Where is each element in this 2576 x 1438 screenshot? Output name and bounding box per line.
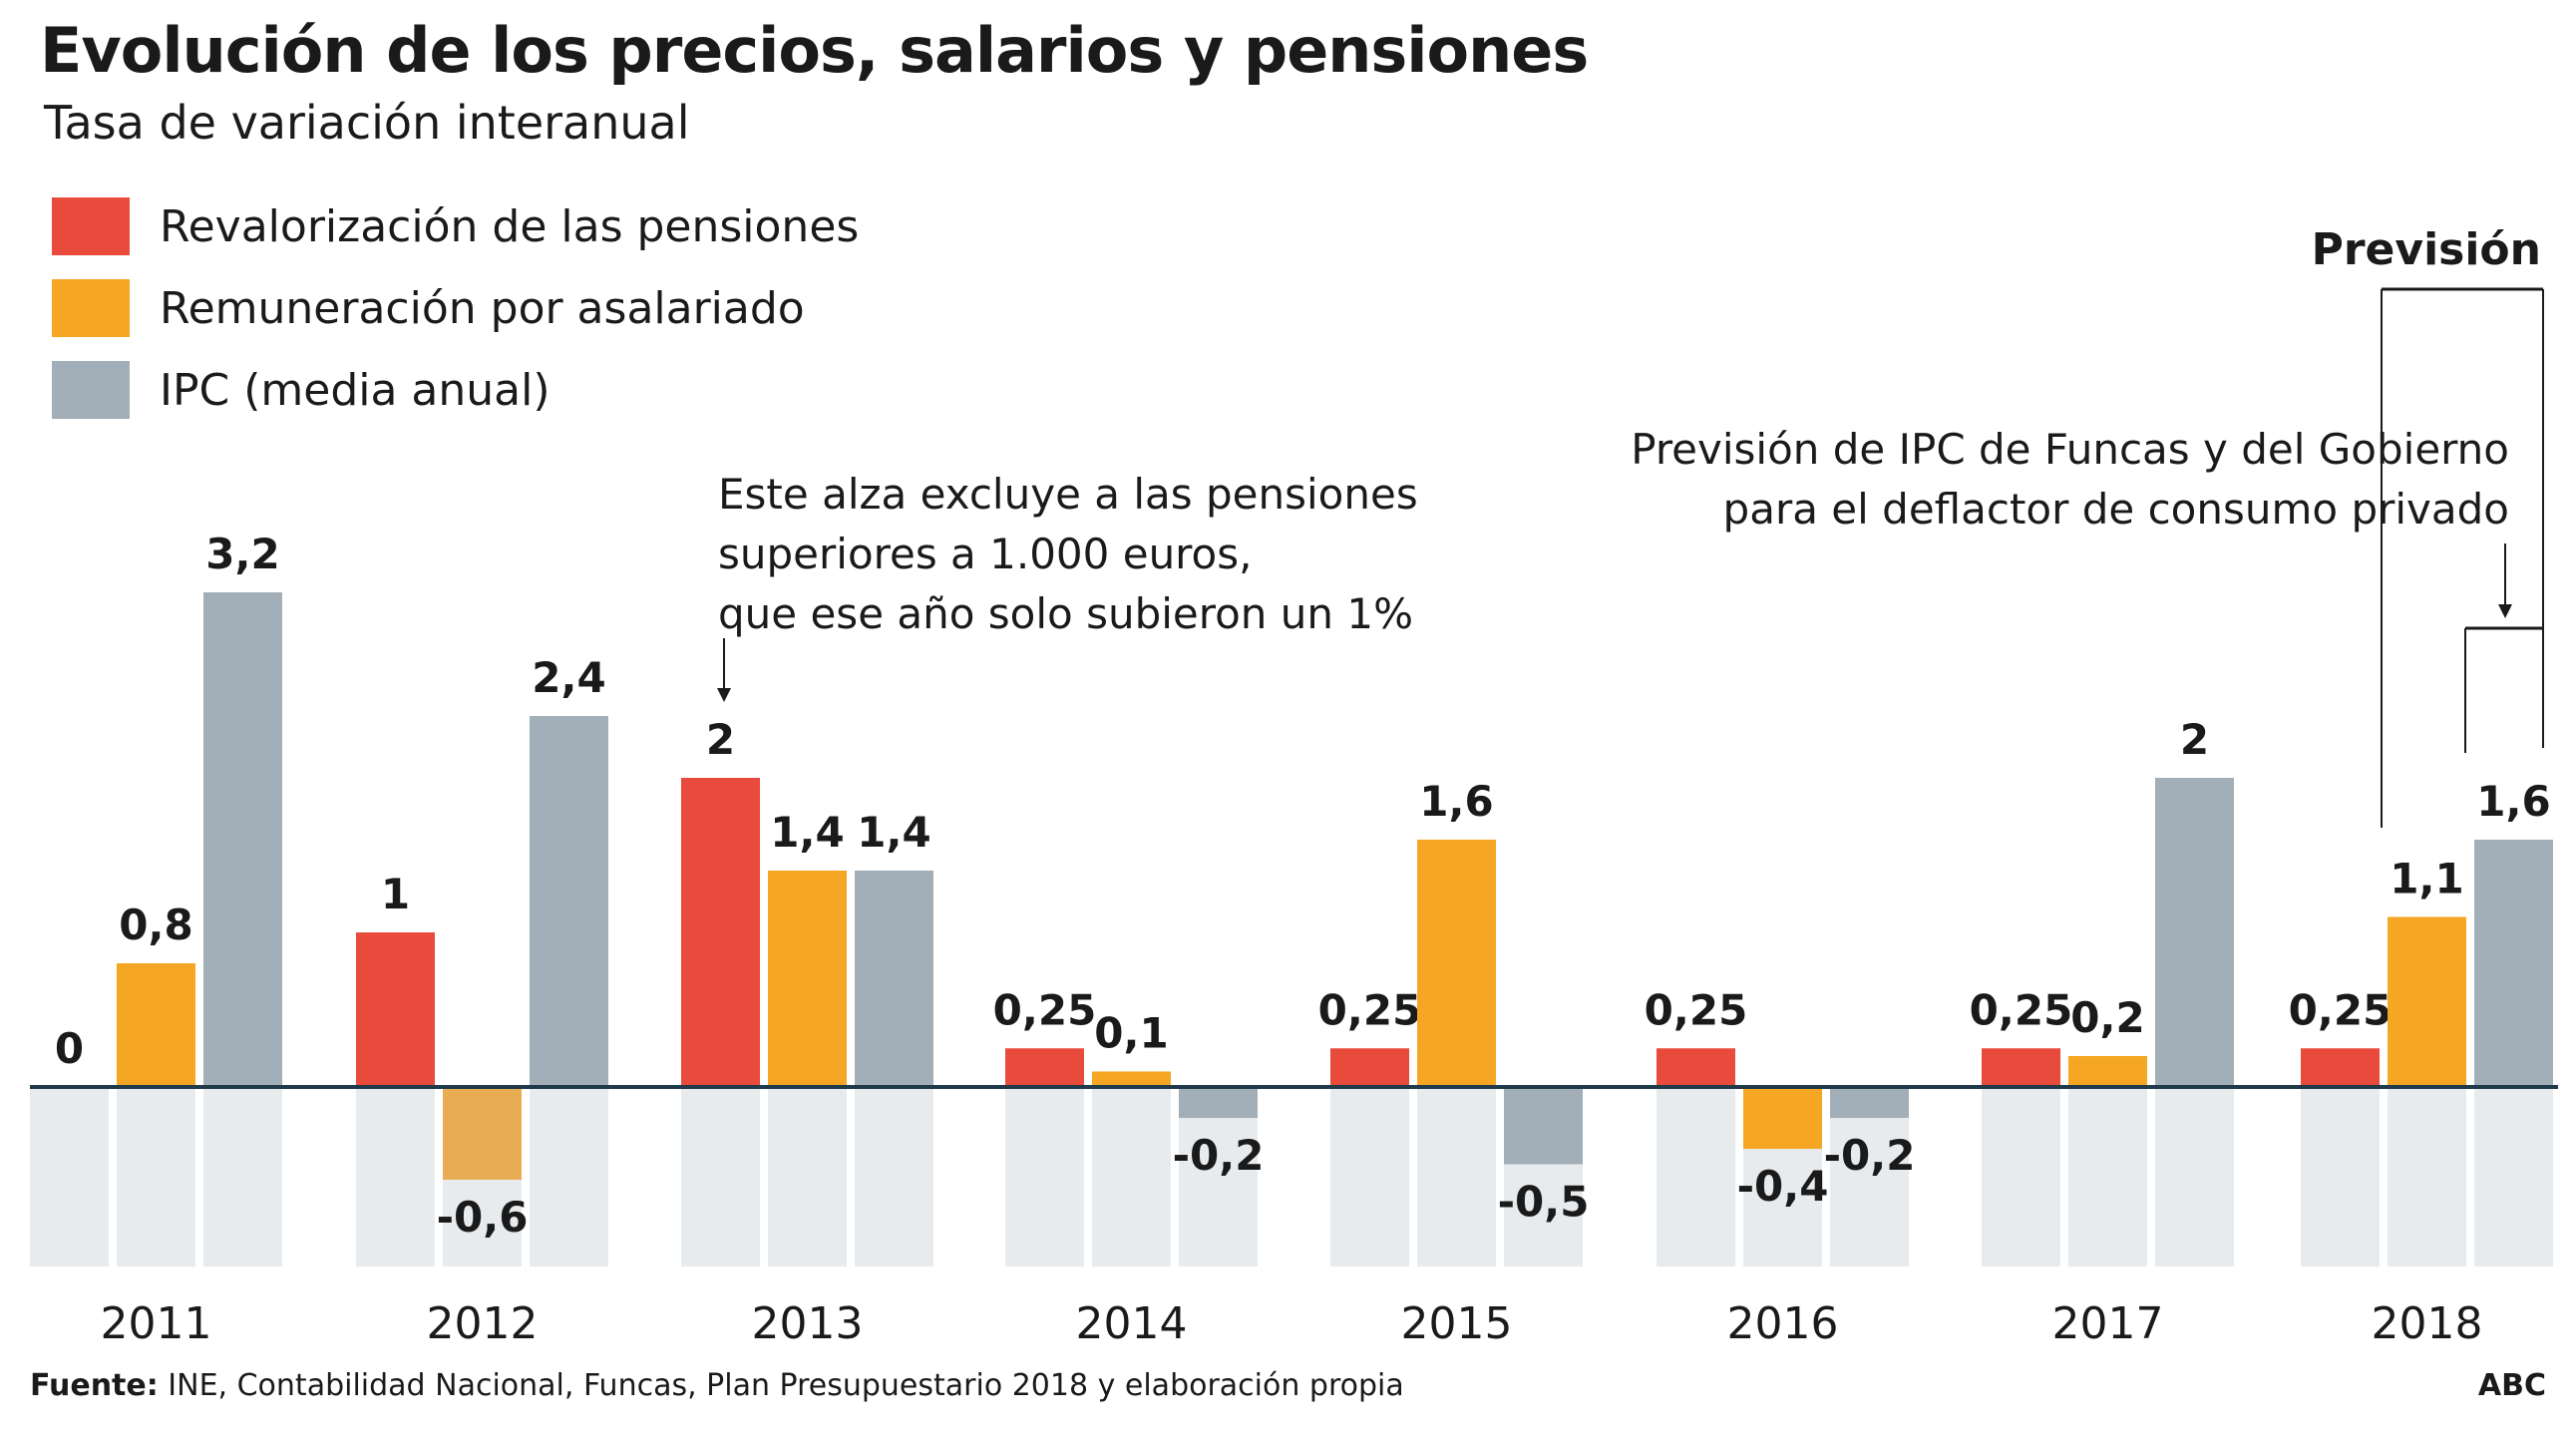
source-label: Fuente: <box>30 1368 159 1403</box>
background-column-2014-0 <box>1005 1087 1084 1266</box>
bar-ipc-2015 <box>1504 1087 1583 1165</box>
background-column-2018-0 <box>2301 1087 2380 1266</box>
background-column-2014-1 <box>1092 1087 1171 1266</box>
chart-title: Evolución de los precios, salarios y pen… <box>40 14 1589 87</box>
x-tick-label-2014: 2014 <box>1076 1298 1188 1349</box>
x-tick-label-2016: 2016 <box>1727 1298 1839 1349</box>
x-tick-label-2013: 2013 <box>752 1298 864 1349</box>
data-label-pensions-2018: 0,25 <box>2289 985 2392 1034</box>
brand-logo: ABC <box>2477 1368 2546 1403</box>
background-column-2012-0 <box>356 1087 435 1266</box>
annotation-2013-line-1: superiores a 1.000 euros, <box>718 530 1252 578</box>
data-label-ipc-2012: 2,4 <box>532 653 605 702</box>
data-label-ipc-2014: -0,2 <box>1173 1131 1265 1180</box>
bar-pensions-2015 <box>1330 1048 1409 1087</box>
data-label-ipc-2018: 1,6 <box>2476 777 2550 826</box>
bar-salaries-2018 <box>2388 916 2466 1087</box>
forecast-note-line-0: Previsión de IPC de Funcas y del Gobiern… <box>1631 425 2509 474</box>
data-label-pensions-2012: 1 <box>381 870 410 918</box>
bar-pensions-2017 <box>1982 1048 2060 1087</box>
legend-label-pensions: Revalorización de las pensiones <box>160 200 860 252</box>
background-column-2018-2 <box>2474 1087 2553 1266</box>
bar-ipc-2012 <box>530 716 608 1087</box>
data-label-pensions-2015: 0,25 <box>1318 985 1422 1034</box>
x-tick-label-2015: 2015 <box>1401 1298 1513 1349</box>
legend-label-ipc: IPC (media anual) <box>160 364 551 416</box>
bar-pensions-2016 <box>1656 1048 1735 1087</box>
background-column-2015-0 <box>1330 1087 1409 1266</box>
background-column-2013-0 <box>681 1087 760 1266</box>
data-label-ipc-2013: 1,4 <box>857 808 930 857</box>
x-tick-label-2017: 2017 <box>2052 1298 2164 1349</box>
forecast-note-line-1: para el deflactor de consumo privado <box>1723 485 2509 534</box>
background-column-2018-1 <box>2388 1087 2466 1266</box>
bar-salaries-2015 <box>1417 840 1496 1087</box>
data-label-pensions-2011: 0 <box>55 1024 84 1073</box>
legend-item-pensions: Revalorización de las pensiones <box>52 185 859 267</box>
data-label-ipc-2016: -0,2 <box>1824 1131 1916 1180</box>
legend-swatch-salaries <box>52 279 130 337</box>
bar-ipc-2017 <box>2155 778 2234 1087</box>
data-label-salaries-2014: 0,1 <box>1094 1009 1168 1058</box>
data-label-salaries-2015: 1,6 <box>1419 777 1493 826</box>
background-column-2013-1 <box>768 1087 847 1266</box>
bar-pensions-2012 <box>356 932 435 1087</box>
forecast-label: Previsión <box>2312 224 2541 275</box>
bar-salaries-2014 <box>1092 1071 1171 1087</box>
legend-label-salaries: Remuneración por asalariado <box>160 282 805 334</box>
x-tick-label-2012: 2012 <box>427 1298 539 1349</box>
legend-swatch-ipc <box>52 361 130 419</box>
bar-salaries-2011 <box>117 963 195 1087</box>
data-label-salaries-2017: 0,2 <box>2070 993 2144 1042</box>
data-label-pensions-2014: 0,25 <box>993 985 1097 1034</box>
background-column-2011-2 <box>203 1087 282 1266</box>
background-column-2011-1 <box>117 1087 195 1266</box>
data-label-salaries-2012: -0,6 <box>437 1193 529 1242</box>
background-column-2017-0 <box>1982 1087 2060 1266</box>
background-column-2016-0 <box>1656 1087 1735 1266</box>
background-column-2011-0 <box>30 1087 109 1266</box>
chart-subtitle: Tasa de variación interanual <box>44 96 690 150</box>
bar-pensions-2018 <box>2301 1048 2380 1087</box>
data-label-pensions-2013: 2 <box>706 715 735 764</box>
source-footer: Fuente: INE, Contabilidad Nacional, Func… <box>30 1368 1404 1403</box>
bar-salaries-2017 <box>2068 1056 2147 1087</box>
bar-ipc-2014 <box>1179 1087 1258 1118</box>
annotation-2013-arrow-head <box>717 688 731 702</box>
bar-ipc-2018 <box>2474 840 2553 1087</box>
forecast-note-arrow-head <box>2498 604 2512 618</box>
data-label-pensions-2016: 0,25 <box>1645 985 1748 1034</box>
data-label-ipc-2015: -0,5 <box>1498 1178 1590 1227</box>
bar-ipc-2016 <box>1830 1087 1909 1118</box>
bar-ipc-2013 <box>855 871 933 1087</box>
bar-salaries-2016 <box>1743 1087 1822 1149</box>
legend-item-salaries: Remuneración por asalariado <box>52 267 859 349</box>
source-text: INE, Contabilidad Nacional, Funcas, Plan… <box>168 1368 1404 1403</box>
data-label-pensions-2017: 0,25 <box>1970 985 2073 1034</box>
background-column-2017-2 <box>2155 1087 2234 1266</box>
bar-salaries-2012 <box>443 1087 522 1180</box>
annotation-2013-line-0: Este alza excluye a las pensiones <box>718 470 1418 519</box>
legend: Revalorización de las pensiones Remunera… <box>52 185 859 431</box>
bar-ipc-2011 <box>203 592 282 1087</box>
background-column-2015-1 <box>1417 1087 1496 1266</box>
x-tick-label-2011: 2011 <box>101 1298 212 1349</box>
data-label-salaries-2013: 1,4 <box>770 808 844 857</box>
data-label-salaries-2011: 0,8 <box>119 900 192 949</box>
background-column-2017-1 <box>2068 1087 2147 1266</box>
background-column-2013-2 <box>855 1087 933 1266</box>
bar-pensions-2013 <box>681 778 760 1087</box>
legend-item-ipc: IPC (media anual) <box>52 349 859 431</box>
annotation-2013-line-2: que ese año solo subieron un 1% <box>718 589 1413 638</box>
data-label-salaries-2016: -0,4 <box>1737 1162 1829 1211</box>
data-label-salaries-2018: 1,1 <box>2390 855 2463 903</box>
bar-salaries-2013 <box>768 871 847 1087</box>
data-label-ipc-2017: 2 <box>2180 715 2209 764</box>
data-label-ipc-2011: 3,2 <box>205 530 279 578</box>
bar-pensions-2014 <box>1005 1048 1084 1087</box>
legend-swatch-pensions <box>52 197 130 255</box>
x-tick-label-2018: 2018 <box>2372 1298 2483 1349</box>
background-column-2012-2 <box>530 1087 608 1266</box>
